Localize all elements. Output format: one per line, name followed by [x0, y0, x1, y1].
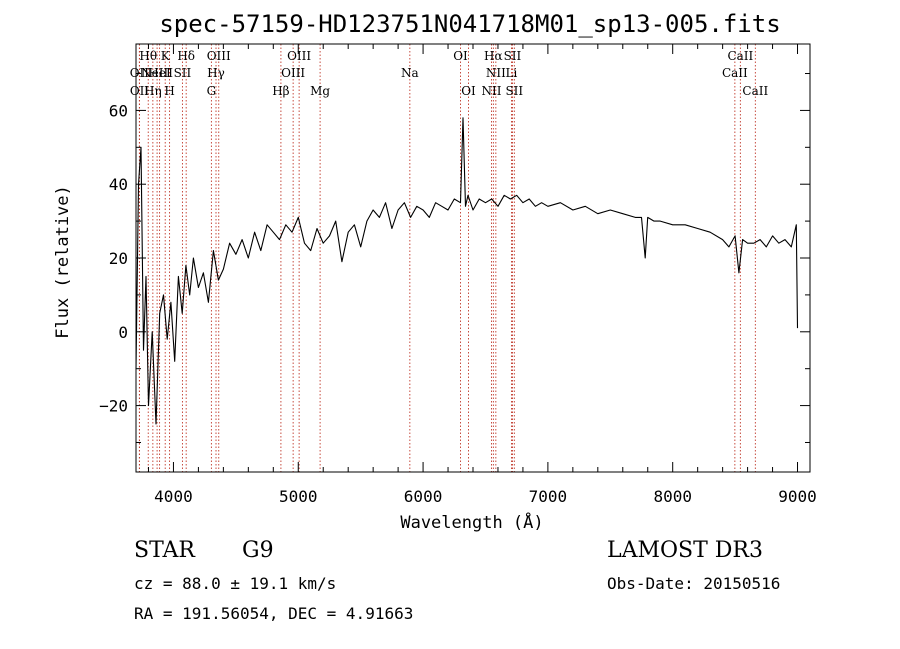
emission-line-markers [138, 44, 756, 472]
line-label-7: H [164, 84, 174, 98]
line-label-12: OIII [207, 49, 231, 63]
x-tick-label-4: 8000 [653, 487, 692, 506]
y-tick-label-1: 0 [118, 323, 128, 342]
line-label-22: NII [486, 66, 506, 80]
line-label-6: K [161, 49, 171, 63]
observation-date: Obs-Date: 20150516 [607, 574, 781, 593]
line-label-18: OI [453, 49, 468, 63]
line-label-13: Hβ [272, 84, 289, 98]
line-label-3: Hη [144, 84, 162, 98]
line-label-10: G [207, 84, 217, 98]
y-tick-label-2: 20 [109, 249, 128, 268]
line-label-14: OIII [281, 66, 305, 80]
line-label-16: Mg [310, 84, 330, 98]
x-axis-label: Wavelength (Å) [400, 511, 543, 533]
line-label-9: Hδ [177, 49, 195, 63]
line-label-27: CaII [727, 49, 753, 63]
line-label-17: Na [401, 66, 419, 80]
line-label-19: OI [461, 84, 476, 98]
line-label-15: OIII [287, 49, 311, 63]
line-label-25: SII [505, 84, 523, 98]
line-label-26: CaII [722, 66, 748, 80]
y-tick-label-4: 60 [109, 101, 128, 120]
x-tick-label-3: 7000 [529, 487, 568, 506]
x-tick-label-2: 6000 [404, 487, 443, 506]
line-label-0: OII [130, 66, 150, 80]
line-label-23: Li [506, 66, 518, 80]
line-label-21: Hα [484, 49, 503, 63]
line-label-4: NeIII [141, 66, 173, 80]
y-tick-label-3: 40 [109, 175, 128, 194]
x-tick-label-1: 5000 [279, 487, 318, 506]
plot-frame [135, 43, 811, 473]
redshift-velocity: cz = 88.0 ± 19.1 km/s [134, 574, 337, 593]
line-label-24: SII [504, 49, 522, 63]
x-axis: 4000 5000 6000 7000 8000 9000 [147, 44, 817, 506]
line-label-5: HeI [148, 66, 171, 80]
y-axis: −20 0 20 40 60 [99, 73, 810, 443]
line-label-28: CaII [742, 84, 768, 98]
line-label-2: Hθ [139, 49, 157, 63]
spectrum-line-0 [135, 117, 799, 425]
x-tick-label-5: 9000 [778, 487, 817, 506]
chart-title: spec-57159-HD123751N041718M01_sp13-005.f… [159, 10, 780, 38]
line-label-20: NII [481, 84, 501, 98]
object-class: STAR [134, 538, 195, 563]
line-label-1: OII [130, 84, 150, 98]
y-axis-label: Flux (relative) [53, 185, 73, 339]
line-label-11: Hγ [207, 66, 225, 80]
x-tick-label-0: 4000 [154, 487, 193, 506]
spectrum-series [135, 117, 799, 425]
line-label-8: SII [174, 66, 192, 80]
spectrum-chart: spec-57159-HD123751N041718M01_sp13-005.f… [53, 10, 817, 533]
y-tick-label-0: −20 [99, 397, 128, 416]
object-subclass: G9 [242, 538, 274, 563]
emission-line-labels: OIIOIIHθHηNeIIIHeIKHSIIHδGHγOIIIHβOIIIOI… [130, 49, 769, 98]
survey-name: LAMOST DR3 [607, 538, 763, 563]
coordinates: RA = 191.56054, DEC = 4.91663 [134, 604, 414, 623]
